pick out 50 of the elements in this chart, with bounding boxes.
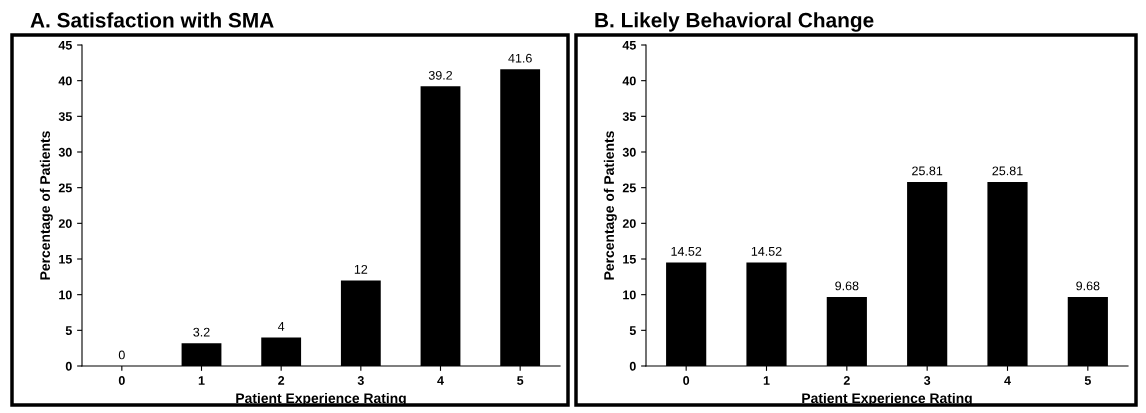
y-tick-label: 10: [623, 290, 636, 300]
data-label: 14.52: [671, 246, 702, 256]
y-tick-label: 30: [622, 147, 636, 157]
y-tick-label: 40: [622, 76, 636, 86]
x-tick-label: 3: [357, 376, 364, 385]
x-tick-label: 2: [843, 376, 850, 385]
data-label: 39.2: [428, 70, 453, 80]
data-label: 41.6: [508, 53, 532, 63]
x-axis-title: Patient Experience Rating: [236, 392, 406, 406]
y-tick-label: 30: [58, 147, 72, 157]
y-tick-label: 20: [622, 219, 636, 228]
y-tick-label: 40: [58, 76, 72, 86]
x-tick-label: 1: [198, 376, 205, 385]
data-label: 9.68: [1076, 281, 1100, 291]
data-label: 12: [354, 264, 368, 274]
data-label: 9.68: [835, 281, 859, 291]
y-tick-label: 45: [58, 40, 72, 50]
chart-title: A. Satisfaction with SMA: [30, 12, 274, 28]
x-tick-label: 5: [1084, 376, 1091, 385]
data-label: 14.52: [751, 246, 782, 256]
chart-title: B. Likely Behavioral Change: [595, 12, 874, 32]
y-tick-label: 25: [622, 183, 636, 193]
y-tick-label: 5: [65, 326, 72, 335]
data-label: 25.81: [912, 166, 943, 176]
data-label: 3.2: [193, 327, 210, 337]
x-tick-label: 4: [437, 376, 444, 385]
x-axis-title: Patient Experience Rating: [802, 392, 972, 406]
y-tick-label: 20: [58, 219, 72, 228]
x-tick-label: 3: [923, 376, 931, 385]
data-label: 4: [277, 322, 285, 331]
y-tick-label: 45: [622, 40, 636, 50]
y-tick-label: 25: [58, 183, 72, 193]
y-tick-label: 15: [59, 254, 72, 264]
y-tick-label: 35: [58, 112, 72, 121]
x-tick-label: 0: [118, 376, 125, 385]
x-tick-label: 1: [763, 376, 770, 385]
y-tick-label: 0: [629, 361, 636, 371]
data-label: 25.81: [992, 166, 1023, 176]
y-axis-title: Percentage of Patients: [603, 131, 617, 280]
y-tick-label: 5: [629, 326, 636, 335]
y-tick-label: 15: [623, 254, 636, 264]
y-tick-label: 35: [622, 112, 636, 121]
y-tick-label: 0: [65, 361, 72, 371]
x-tick-label: 4: [1004, 376, 1011, 385]
data-label: 0: [118, 350, 125, 360]
y-tick-label: 10: [59, 290, 72, 300]
x-tick-label: 5: [517, 376, 524, 385]
x-tick-label: 0: [683, 376, 690, 385]
x-tick-label: 2: [278, 376, 285, 385]
y-axis-title: Percentage of Patients: [39, 131, 53, 280]
